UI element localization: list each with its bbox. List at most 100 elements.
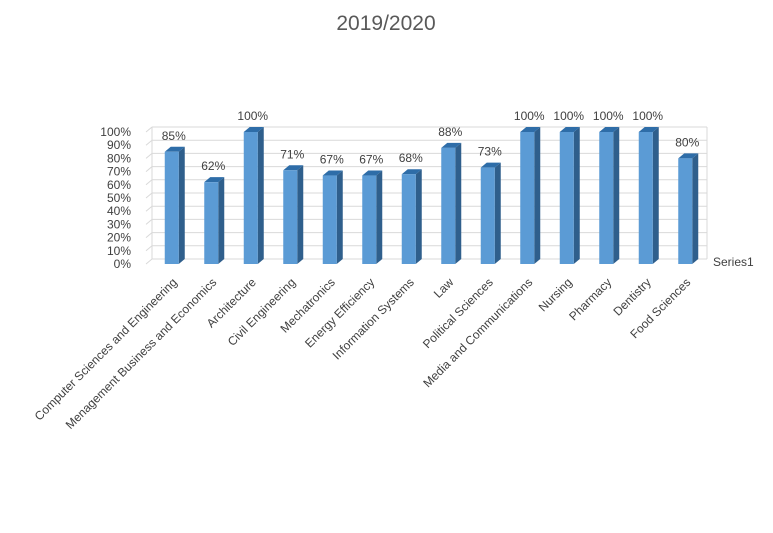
x-tick-label: Pharmacy — [566, 275, 614, 323]
y-tick-label: 80% — [107, 151, 131, 165]
y-tick-label: 10% — [107, 244, 131, 258]
data-label: 100% — [593, 109, 624, 123]
bar-side — [178, 146, 185, 264]
x-tick-label: Menagement Business and Economics — [63, 275, 220, 432]
bar — [678, 153, 699, 264]
gridline-side — [145, 126, 153, 133]
bar-front — [204, 182, 219, 264]
bar-top — [599, 127, 620, 132]
bar-top — [638, 127, 659, 132]
bar-top — [362, 170, 383, 176]
bar-top — [480, 162, 501, 168]
data-label: 88% — [438, 125, 462, 139]
bar-top — [401, 169, 422, 175]
y-axis-ticks: 0%10%20%30%40%50%60%70%80%90%100% — [100, 125, 131, 271]
gridline-side — [145, 153, 153, 159]
data-label: 100% — [237, 109, 268, 123]
bar-side — [652, 127, 659, 264]
gridline-side — [145, 219, 153, 225]
bar-top — [678, 153, 699, 159]
data-label: 67% — [359, 153, 383, 167]
gridline-side — [145, 205, 153, 212]
gridlines — [145, 126, 708, 265]
bar-front — [559, 132, 574, 264]
bar-side — [218, 177, 225, 264]
data-label: 100% — [514, 109, 545, 123]
bar-side — [494, 162, 501, 264]
gridline-side — [145, 139, 153, 146]
bar-side — [257, 127, 264, 264]
bar — [638, 127, 659, 264]
gridline-side — [145, 245, 153, 252]
y-tick-label: 20% — [107, 231, 131, 245]
y-tick-label: 60% — [107, 178, 131, 192]
gridline-side — [145, 166, 153, 172]
bar-front — [283, 170, 298, 264]
bar-front — [678, 158, 693, 264]
data-label: 100% — [632, 109, 663, 123]
bar-side — [336, 170, 343, 264]
x-tick-label: Civil Engineering — [225, 275, 299, 349]
gridline-side — [145, 192, 153, 199]
bar-front — [638, 132, 653, 264]
gridline-side — [145, 179, 153, 186]
chart-title: 2019/2020 — [336, 12, 435, 35]
y-tick-label: 0% — [114, 257, 132, 271]
x-axis-ticks: Computer Sciences and EngineeringMenagem… — [32, 275, 694, 432]
bar-side — [415, 169, 422, 264]
data-label: 73% — [478, 145, 502, 159]
bar — [164, 146, 185, 264]
x-tick-label: Computer Sciences and Engineering — [32, 275, 180, 423]
bar-front — [401, 174, 416, 264]
bar — [322, 170, 343, 264]
bar-front — [243, 132, 258, 264]
bar-front — [599, 132, 614, 264]
legend-series-label: Series1 — [713, 255, 754, 269]
bar-front — [362, 175, 377, 264]
bar-top — [283, 165, 304, 171]
bar-front — [164, 151, 179, 264]
bar-top — [520, 127, 541, 132]
gridline-side — [145, 258, 153, 265]
bar — [599, 127, 620, 264]
bar-top — [204, 177, 225, 183]
bar-side — [455, 142, 462, 264]
bar-top — [164, 146, 185, 152]
bar — [243, 127, 264, 264]
bar — [401, 169, 422, 264]
data-label: 68% — [399, 151, 423, 165]
bar — [441, 142, 462, 264]
bar-side — [692, 153, 699, 264]
x-tick-label: Law — [431, 275, 457, 301]
bar — [283, 165, 304, 264]
x-tick-label: Energy Efficiency — [302, 275, 377, 350]
x-tick-label: Nursing — [536, 275, 575, 314]
data-label: 71% — [280, 147, 304, 161]
data-label: 80% — [675, 135, 699, 149]
data-label: 67% — [320, 153, 344, 167]
bar-top — [322, 170, 343, 176]
x-tick-label: Political Sciences — [420, 275, 496, 351]
bar-top — [441, 142, 462, 148]
bars — [164, 127, 699, 264]
bar — [559, 127, 580, 264]
bar-side — [573, 127, 580, 264]
bar — [362, 170, 383, 264]
gridline-side — [145, 232, 153, 238]
bar-side — [613, 127, 620, 264]
data-label: 85% — [162, 129, 186, 143]
y-tick-label: 50% — [107, 191, 131, 205]
data-label: 62% — [201, 159, 225, 173]
bar — [480, 162, 501, 264]
data-label: 100% — [553, 109, 584, 123]
bar-side — [534, 127, 541, 264]
bar-front — [322, 175, 337, 264]
y-tick-label: 100% — [100, 125, 131, 139]
y-tick-label: 90% — [107, 138, 131, 152]
bar-front — [520, 132, 535, 264]
bar-side — [297, 165, 304, 264]
y-tick-label: 30% — [107, 217, 131, 231]
bar-front — [480, 167, 495, 264]
